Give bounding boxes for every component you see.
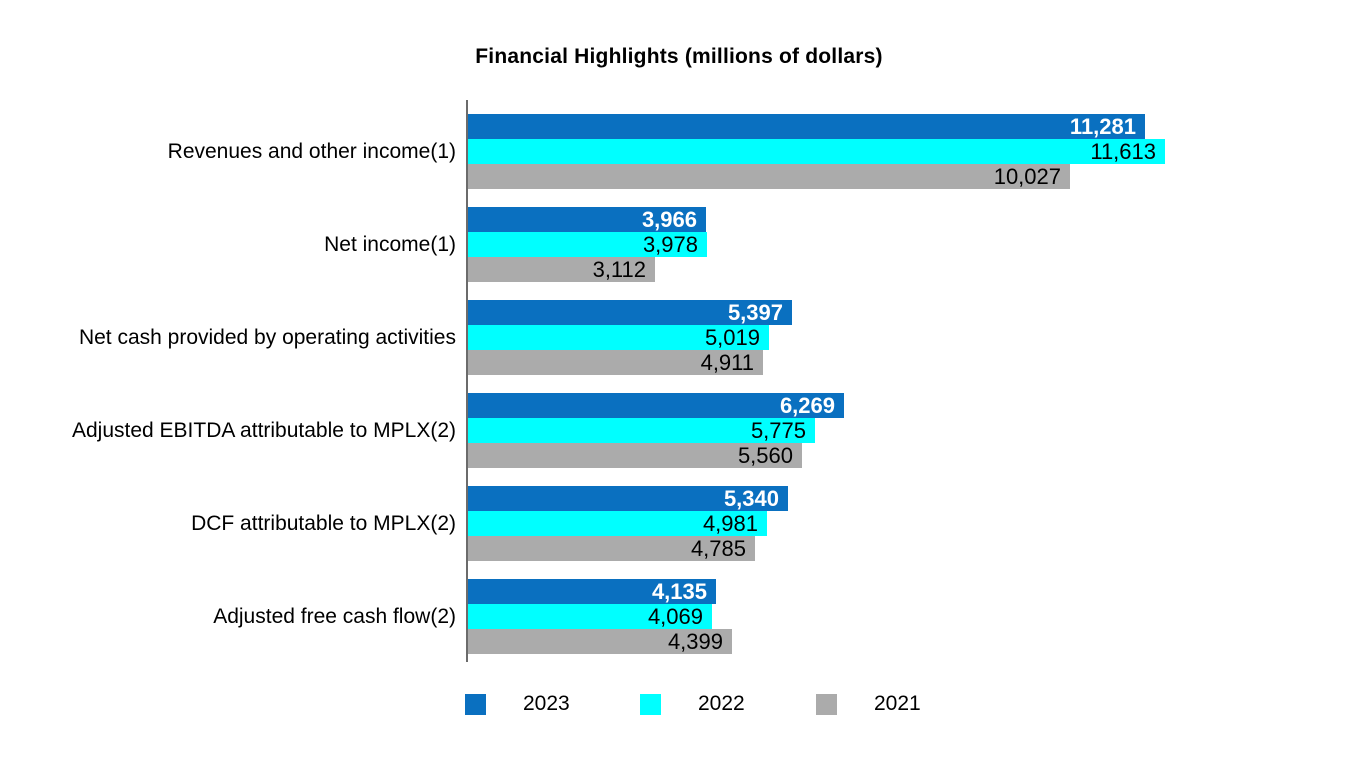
bar-group: Adjusted EBITDA attributable to MPLX(2) 6… xyxy=(0,393,1358,468)
bar-2023: 5,397 xyxy=(468,300,792,325)
bar-value-label: 10,027 xyxy=(993,164,1061,189)
bar-2021: 4,785 xyxy=(468,536,755,561)
bar-value-label: 6,269 xyxy=(779,393,835,418)
bar-2023: 11,281 xyxy=(468,114,1145,139)
bar-2022: 5,775 xyxy=(468,418,815,443)
bar-value-label: 3,966 xyxy=(641,207,697,232)
bar-group: Net cash provided by operating activitie… xyxy=(0,300,1358,375)
bar-value-label: 5,340 xyxy=(723,486,779,511)
bar-value-label: 11,613 xyxy=(1090,139,1156,164)
bar-2021: 4,399 xyxy=(468,629,732,654)
bar-2021: 5,560 xyxy=(468,443,802,468)
bar-2022: 11,613 xyxy=(468,139,1165,164)
bar-2023: 3,966 xyxy=(468,207,706,232)
bar-value-label: 5,397 xyxy=(727,300,783,325)
category-axis-line xyxy=(466,100,468,662)
legend-swatch xyxy=(816,693,837,715)
bar-2021: 3,112 xyxy=(468,257,655,282)
category-label: Net cash provided by operating activitie… xyxy=(78,325,456,349)
bar-2023: 4,135 xyxy=(468,579,716,604)
bar-group: Adjusted free cash flow(2) 4,135 4,069 4,39… xyxy=(0,579,1358,654)
bar-2021: 10,027 xyxy=(468,164,1070,189)
legend-item-2022: 2022 xyxy=(640,693,745,715)
legend-item-2021: 2021 xyxy=(816,693,921,715)
bar-value-label: 3,112 xyxy=(592,257,646,282)
bar-2022: 3,978 xyxy=(468,232,707,257)
category-label: Revenues and other income(1) xyxy=(167,139,456,163)
bar-value-label: 11,281 xyxy=(1069,114,1136,139)
legend-item-2023: 2023 xyxy=(465,693,570,715)
bar-value-label: 4,135 xyxy=(651,579,707,604)
bar-2021: 4,911 xyxy=(468,350,763,375)
legend-swatch xyxy=(640,693,661,715)
bar-group: Net income(1) 3,966 3,978 3,112 xyxy=(0,207,1358,282)
bar-2023: 5,340 xyxy=(468,486,788,511)
category-label: Net income(1) xyxy=(324,232,456,256)
bar-2023: 6,269 xyxy=(468,393,844,418)
bar-2022: 4,069 xyxy=(468,604,712,629)
bar-2022: 5,019 xyxy=(468,325,769,350)
bar-group: DCF attributable to MPLX(2) 5,340 4,981 4,7… xyxy=(0,486,1358,561)
legend-label: 2021 xyxy=(874,692,921,715)
chart-title: Financial Highlights (millions of dollar… xyxy=(475,45,883,68)
bar-value-label: 5,560 xyxy=(737,443,793,468)
bar-value-label: 5,019 xyxy=(704,325,760,350)
bar-value-label: 5,775 xyxy=(750,418,806,443)
bar-value-label: 4,785 xyxy=(690,536,746,561)
bar-value-label: 4,069 xyxy=(647,604,703,629)
bar-group: Revenues and other income(1) 11,281 11,613… xyxy=(0,114,1358,189)
legend-label: 2023 xyxy=(523,692,570,715)
category-label: DCF attributable to MPLX(2) xyxy=(191,511,456,535)
bar-value-label: 4,399 xyxy=(667,629,723,654)
bar-value-label: 3,978 xyxy=(642,232,698,257)
category-label: Adjusted free cash flow(2) xyxy=(213,604,456,628)
legend-label: 2022 xyxy=(698,692,745,715)
bar-value-label: 4,911 xyxy=(700,350,754,375)
bar-value-label: 4,981 xyxy=(702,511,758,536)
legend-swatch xyxy=(465,693,486,715)
bar-2022: 4,981 xyxy=(468,511,767,536)
category-label: Adjusted EBITDA attributable to MPLX(2) xyxy=(71,418,456,442)
